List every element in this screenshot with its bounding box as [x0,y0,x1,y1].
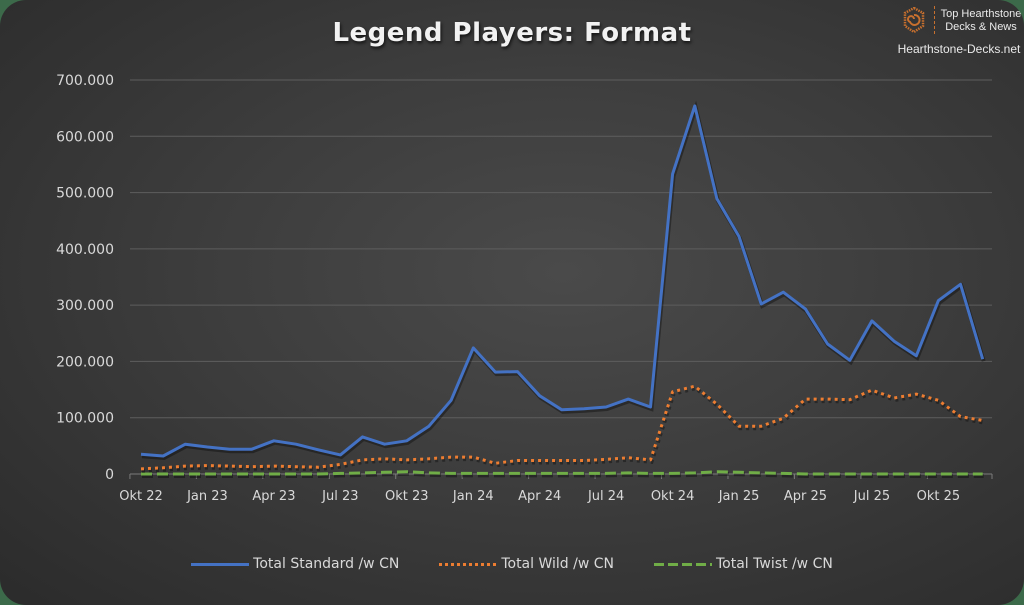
x-tick-label: Okt 23 [385,489,429,504]
x-tick-label: Apr 24 [518,489,561,504]
x-tick-label: Jan 24 [452,489,494,504]
y-tick-label: 0 [105,467,114,483]
brand-site: Hearthstone-Decks.net [897,42,1021,56]
brand-divider [934,6,935,34]
y-axis: 0 100.000 200.000 300.000 400.000 500.000 600.… [56,73,114,483]
y-tick-label: 100.000 [56,411,114,427]
brand-badge[interactable]: Top Hearthstone Decks & News Hearthstone… [898,4,1022,60]
hearthstone-swirl-icon [903,7,925,33]
chart-title: Legend Players: Format [332,18,692,48]
x-tick-label: Jan 23 [186,489,228,504]
y-tick-label: 500.000 [56,186,114,202]
y-tick-label: 300.000 [56,298,114,314]
legend-swatch-dashed [654,562,712,566]
legend-swatch-solid [191,562,250,566]
x-tick-label: Apr 25 [784,489,827,504]
x-tick-label: Okt 24 [651,489,695,504]
legend: Total Standard /w CN Total Wild /w CN To… [0,556,1024,572]
legend-item-twist[interactable]: Total Twist /w CN [654,556,833,572]
legend-label: Total Wild /w CN [501,556,614,572]
series-line-dotted [140,384,983,471]
y-tick-label: 600.000 [56,129,114,145]
series-line-dashed [141,470,983,476]
series-lines [140,100,986,478]
x-tick-label: Okt 22 [119,489,163,504]
y-tick-label: 700.000 [56,73,114,89]
x-tick-label: Apr 23 [252,489,295,504]
legend-swatch-dotted [439,562,498,566]
brand-line-1: Top Hearthstone [940,8,1022,20]
x-tick-label: Okt 25 [917,489,961,504]
x-tick-label: Jul 23 [321,489,358,504]
x-tick-label: Jan 25 [718,489,760,504]
brand-line-2: Decks & News [945,21,1017,33]
x-axis: Okt 22 Jan 23 Apr 23 Jul 23 Okt 23 Jan 24 Apr … [119,473,993,504]
series-line-solid [140,104,985,458]
gridlines [130,79,992,419]
legend-label: Total Twist /w CN [716,556,833,572]
x-tick-label: Jul 24 [587,489,624,504]
y-tick-label: 200.000 [56,354,114,370]
legend-item-wild[interactable]: Total Wild /w CN [439,556,614,572]
x-tick-label: Jul 25 [853,489,890,504]
legend-label: Total Standard /w CN [253,556,400,572]
y-tick-label: 400.000 [56,242,114,258]
legend-item-standard[interactable]: Total Standard /w CN [191,556,399,572]
